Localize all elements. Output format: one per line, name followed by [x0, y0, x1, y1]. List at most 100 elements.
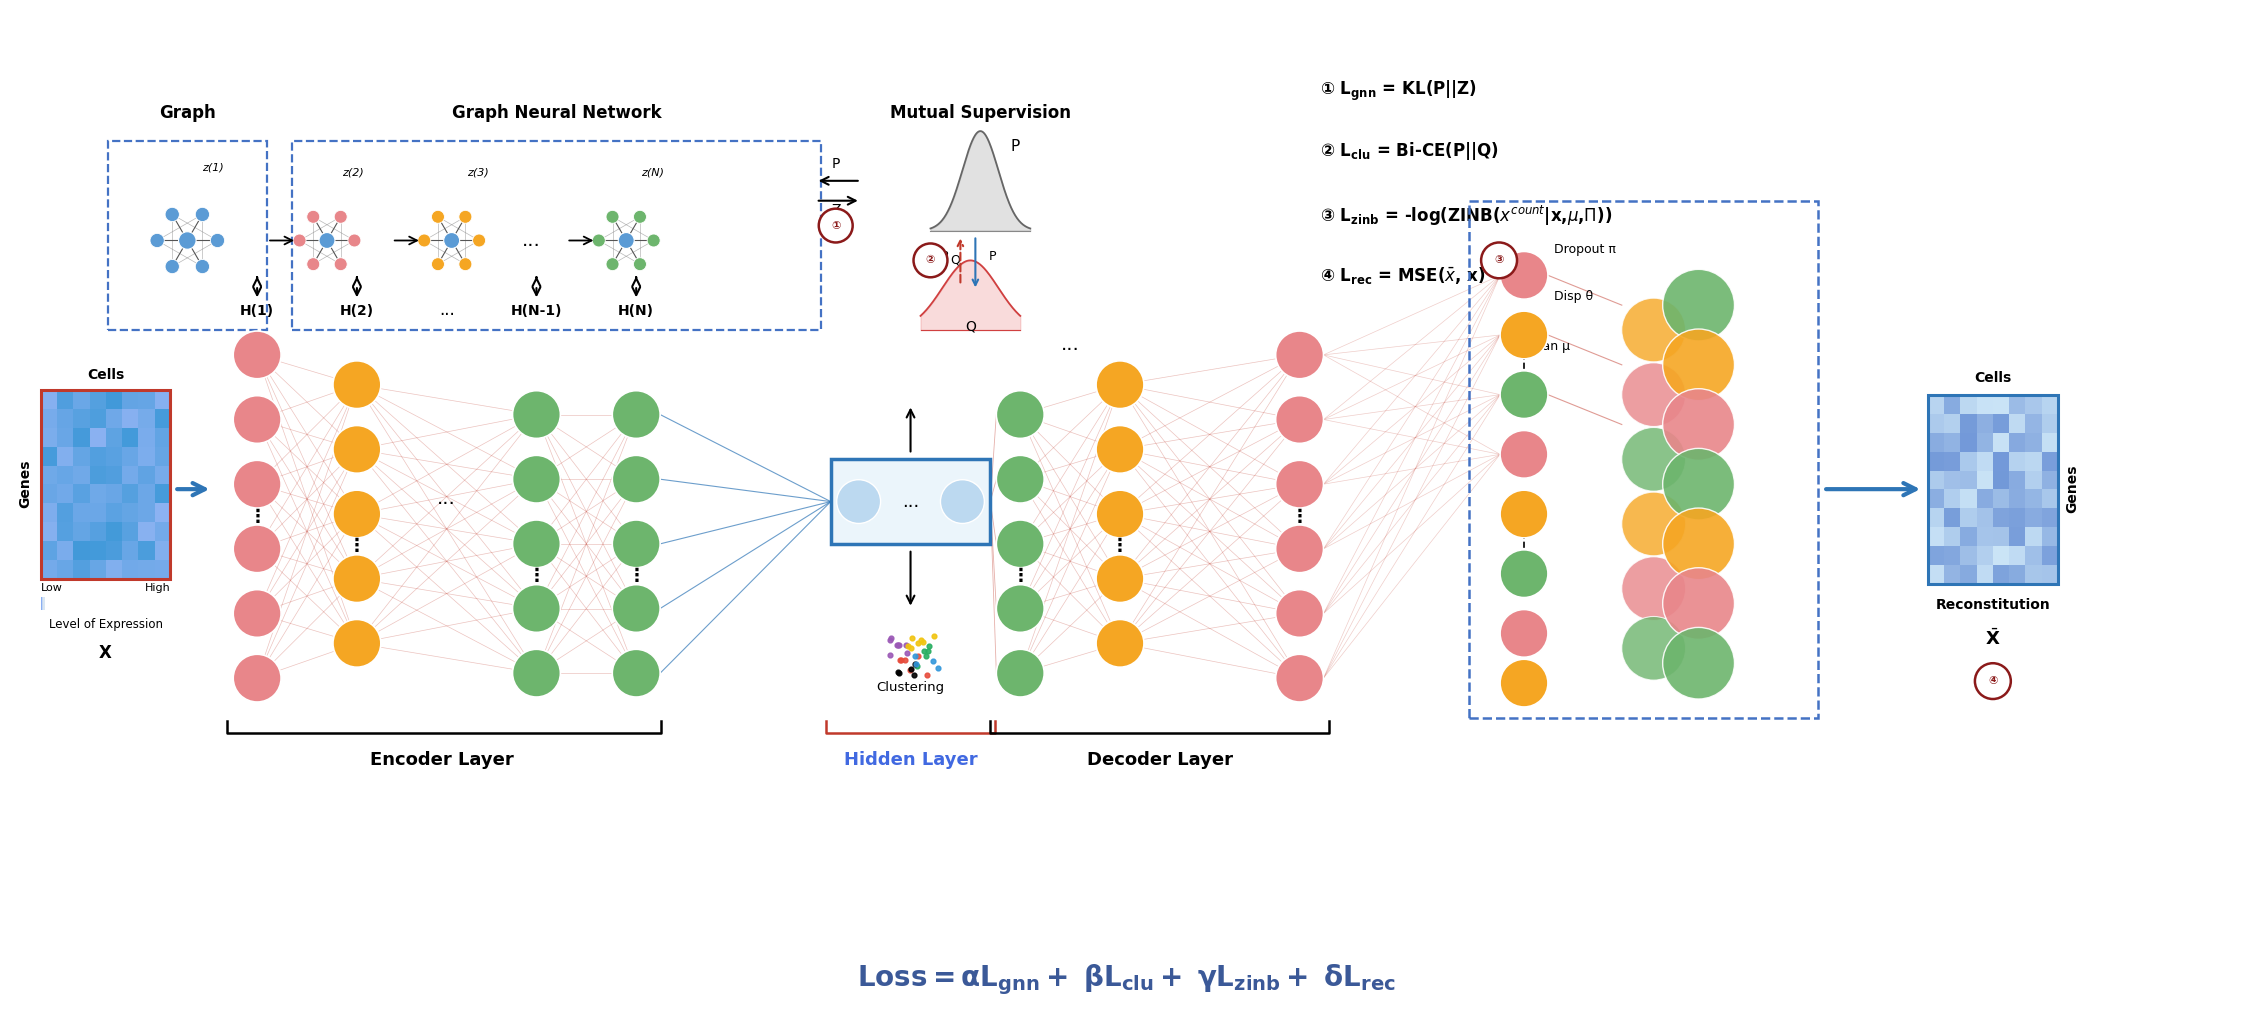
Circle shape	[613, 391, 660, 438]
Circle shape	[209, 234, 225, 247]
Circle shape	[1500, 371, 1547, 419]
Circle shape	[633, 210, 646, 223]
Circle shape	[1097, 619, 1144, 667]
Circle shape	[606, 210, 619, 223]
Text: Q: Q	[964, 320, 975, 333]
Circle shape	[1500, 490, 1547, 538]
Circle shape	[459, 257, 473, 271]
Text: Hidden Layer: Hidden Layer	[844, 751, 977, 768]
Circle shape	[1975, 663, 2011, 699]
Circle shape	[333, 257, 347, 271]
Circle shape	[820, 209, 854, 243]
Circle shape	[473, 234, 486, 247]
Circle shape	[1500, 251, 1547, 299]
Text: Cells: Cells	[88, 368, 124, 382]
Text: ...: ...	[439, 301, 455, 320]
Circle shape	[234, 331, 282, 378]
Text: H(2): H(2)	[340, 304, 374, 318]
Text: P: P	[989, 250, 995, 264]
Text: ⋮: ⋮	[347, 538, 365, 555]
Text: Q: Q	[950, 254, 959, 267]
Circle shape	[1097, 490, 1144, 538]
Text: ⋮: ⋮	[1110, 538, 1128, 555]
Circle shape	[914, 243, 948, 277]
Circle shape	[1662, 508, 1734, 580]
Point	[912, 638, 948, 655]
Circle shape	[633, 257, 646, 271]
Text: ②: ②	[926, 255, 935, 266]
Circle shape	[432, 210, 444, 223]
Circle shape	[1621, 556, 1684, 620]
Text: $\mathbf{Loss = \alpha L_{gnn}+\ \beta L_{clu}+\ \gamma L_{zinb}+\ \delta L_{rec: $\mathbf{Loss = \alpha L_{gnn}+\ \beta L…	[856, 963, 1396, 997]
Circle shape	[419, 234, 430, 247]
Text: Encoder Layer: Encoder Layer	[369, 751, 513, 768]
Circle shape	[234, 655, 282, 702]
Circle shape	[293, 234, 306, 247]
Point	[894, 630, 930, 646]
Text: z(2): z(2)	[342, 168, 363, 178]
Circle shape	[513, 391, 561, 438]
Point	[894, 661, 930, 677]
Point	[874, 630, 910, 646]
Circle shape	[234, 460, 282, 508]
Circle shape	[1482, 243, 1518, 278]
Text: H(N): H(N)	[619, 304, 655, 318]
Point	[905, 634, 941, 650]
Text: Genes: Genes	[2065, 465, 2079, 514]
Point	[917, 628, 953, 644]
Point	[896, 657, 932, 673]
Point	[881, 665, 917, 681]
Circle shape	[995, 649, 1045, 697]
Circle shape	[1621, 427, 1684, 491]
Text: z(3): z(3)	[466, 168, 489, 178]
Text: ...: ...	[522, 231, 540, 250]
Text: Graph Neural Network: Graph Neural Network	[453, 104, 662, 122]
Text: z(1): z(1)	[203, 163, 223, 173]
Text: H(1): H(1)	[241, 304, 275, 318]
Circle shape	[333, 426, 381, 474]
Point	[910, 642, 946, 659]
Point	[901, 648, 937, 665]
Circle shape	[234, 589, 282, 637]
Circle shape	[646, 234, 660, 247]
Point	[881, 637, 917, 653]
Text: ⋮: ⋮	[527, 568, 545, 585]
Text: ① $\mathbf{L_{gnn}}$ = KL(P||Z): ① $\mathbf{L_{gnn}}$ = KL(P||Z)	[1320, 80, 1477, 103]
Text: ③: ③	[1495, 255, 1504, 266]
Circle shape	[995, 391, 1045, 438]
Point	[872, 632, 908, 648]
Circle shape	[320, 233, 336, 248]
Circle shape	[151, 234, 164, 247]
Text: Clustering: Clustering	[876, 681, 944, 694]
Point	[899, 656, 935, 672]
Point	[910, 667, 946, 683]
Circle shape	[178, 232, 196, 249]
Point	[908, 647, 944, 664]
Text: P: P	[831, 157, 840, 171]
Circle shape	[1275, 525, 1324, 573]
Point	[892, 662, 928, 678]
Point	[905, 643, 941, 660]
Circle shape	[513, 455, 561, 504]
Text: Decoder Layer: Decoder Layer	[1088, 751, 1232, 768]
Circle shape	[513, 584, 561, 633]
Text: P: P	[1011, 139, 1020, 154]
Circle shape	[1097, 426, 1144, 474]
Point	[881, 651, 917, 668]
Text: ② $\mathbf{L_{clu}}$ = Bi-CE(P||Q): ② $\mathbf{L_{clu}}$ = Bi-CE(P||Q)	[1320, 140, 1498, 162]
Text: ④ $\mathbf{L_{rec}}$ = MSE($\bar{x}$, x): ④ $\mathbf{L_{rec}}$ = MSE($\bar{x}$, x)	[1320, 265, 1484, 285]
Circle shape	[995, 584, 1045, 633]
Text: $\bar{\mathbf{X}}$: $\bar{\mathbf{X}}$	[1984, 629, 2000, 649]
Circle shape	[347, 234, 360, 247]
Point	[919, 660, 955, 676]
Circle shape	[1500, 311, 1547, 359]
Circle shape	[1275, 331, 1324, 378]
Text: X: X	[99, 644, 113, 662]
Circle shape	[1662, 329, 1734, 400]
Circle shape	[333, 555, 381, 603]
Circle shape	[1500, 550, 1547, 598]
Text: ⋮: ⋮	[248, 508, 266, 525]
Text: High: High	[144, 582, 171, 592]
Circle shape	[1097, 361, 1144, 408]
Point	[896, 666, 932, 682]
